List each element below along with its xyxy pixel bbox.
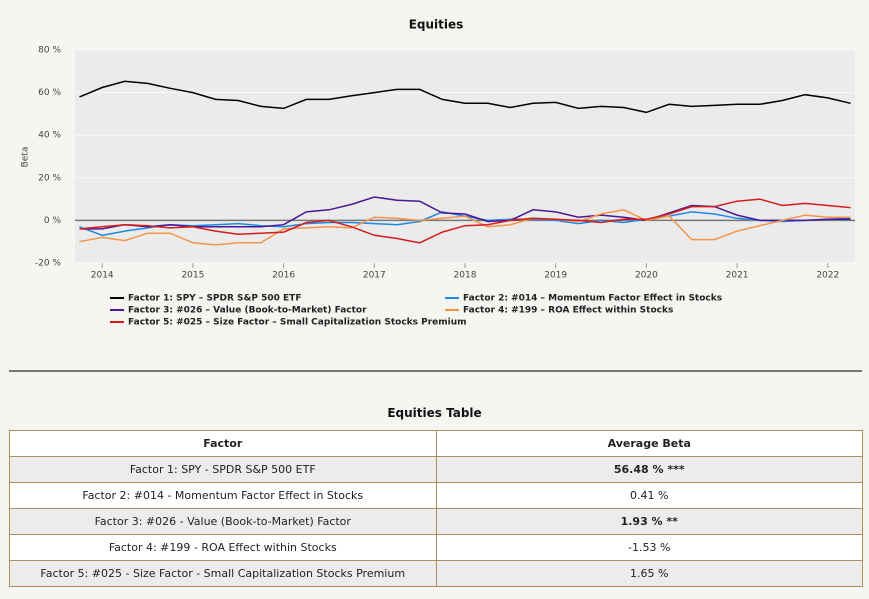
series-line [79, 196, 851, 230]
beta-cell: 1.93 % ** [435, 508, 863, 535]
factor-cell: Factor 3: #026 - Value (Book-to-Market) … [9, 508, 437, 535]
series-line [79, 80, 851, 114]
header-cell: Average Beta [435, 430, 863, 457]
factor-cell: Factor 2: #014 - Momentum Factor Effect … [9, 482, 437, 509]
table-row: Factor 1: SPY - SPDR S&P 500 ETF 56.48 % … [9, 456, 863, 483]
beta-cell: 1.65 % [435, 560, 863, 587]
x-tick-label: 2021 [726, 271, 749, 281]
table: Factor Average Beta Factor 1: SPY - SPDR S… [9, 430, 863, 587]
y-axis-label: Beta [21, 147, 31, 168]
beta-cell: 56.48 % *** [435, 456, 863, 483]
x-tick-label: 2020 [635, 271, 658, 281]
table-title: Equities Table [387, 406, 482, 420]
table-row: Factor 2: #014 - Momentum Factor Effect … [9, 482, 863, 509]
header-cell: Factor [9, 430, 437, 457]
series-line [79, 209, 851, 246]
table-row: Factor 3: #026 - Value (Book-to-Market) … [9, 508, 863, 535]
table-row: Factor 4: #199 - ROA Effect within Stock… [9, 534, 863, 561]
y-tick-label: -20 % [35, 259, 62, 269]
chart-title: Equities [409, 18, 464, 32]
x-tick-label: 2018 [454, 271, 477, 281]
x-tick-label: 2022 [816, 271, 839, 281]
beta-cell: 0.41 % [435, 482, 863, 509]
legend-label: Factor 1: SPY – SPDR S&P 500 ETF [128, 294, 301, 304]
legend-label: Factor 4: #199 – ROA Effect within Stock… [463, 306, 673, 316]
separator [9, 370, 862, 372]
legend-label: Factor 2: #014 – Momentum Factor Effect … [463, 294, 722, 304]
x-tick-label: 2015 [181, 271, 204, 281]
y-tick-label: 20 % [38, 173, 61, 183]
factor-cell: Factor 1: SPY - SPDR S&P 500 ETF [9, 456, 437, 483]
x-tick-label: 2019 [544, 271, 567, 281]
x-tick-label: 2014 [91, 271, 114, 281]
y-tick-label: 40 % [38, 131, 61, 141]
x-tick-label: 2016 [272, 271, 295, 281]
legend-label: Factor 3: #026 – Value (Book-to-Market) … [128, 306, 367, 316]
header-row: Factor Average Beta [9, 430, 863, 457]
y-tick-label: 60 % [38, 88, 61, 98]
series-line [79, 198, 851, 244]
legend-label: Factor 5: #025 – Size Factor – Small Cap… [128, 318, 467, 328]
factor-cell: Factor 4: #199 - ROA Effect within Stock… [9, 534, 437, 561]
y-tick-label: 80 % [38, 46, 61, 56]
beta-cell: -1.53 % [435, 534, 863, 561]
y-tick-label: 0 % [44, 216, 62, 226]
x-tick-label: 2017 [363, 271, 386, 281]
factor-cell: Factor 5: #025 - Size Factor - Small Cap… [9, 560, 437, 587]
chart: Equities Beta -20 % 0 % 20 % 40 % 60 % 80 % 20… [21, 18, 855, 328]
table-row: Factor 5: #025 - Size Factor - Small Cap… [9, 560, 863, 587]
